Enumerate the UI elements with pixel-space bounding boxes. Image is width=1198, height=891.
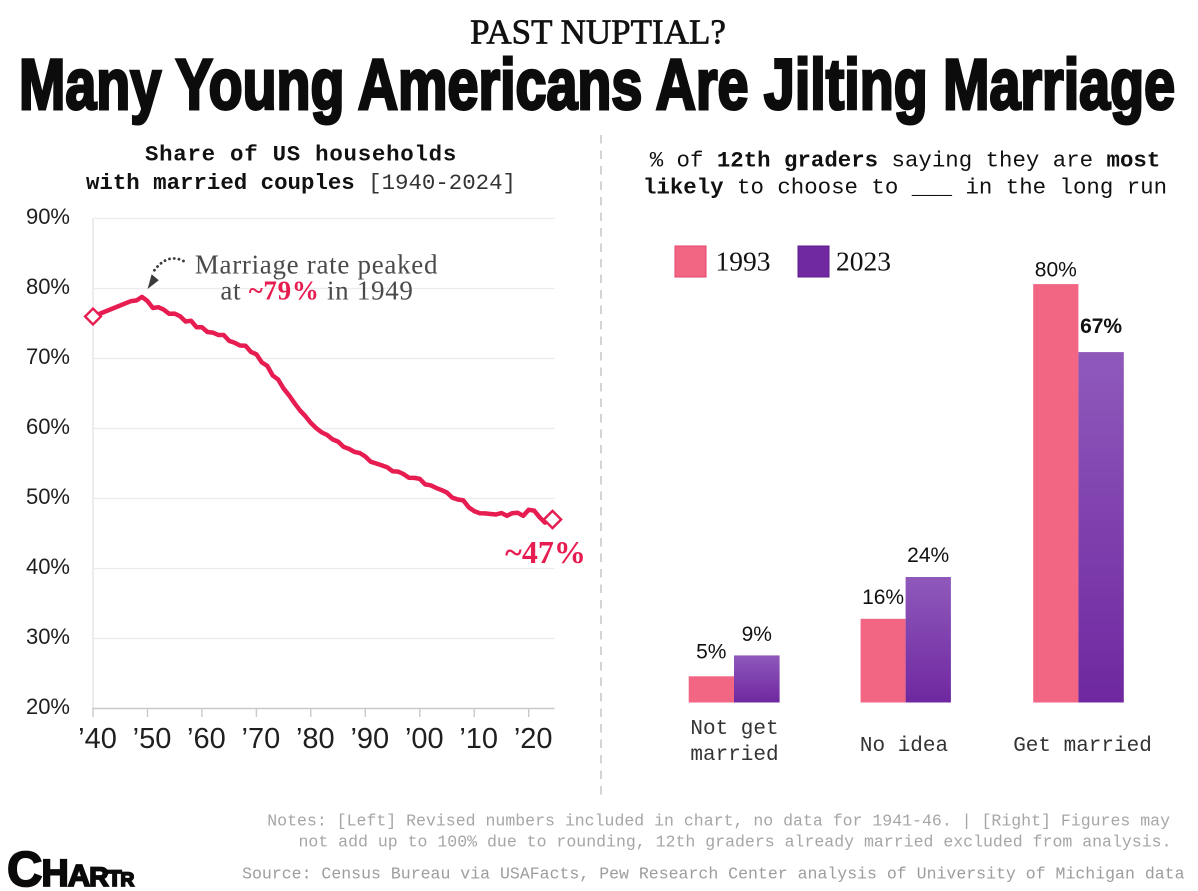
svg-text:CHARTR: CHARTR (7, 843, 134, 891)
svg-text:Not get: Not get (690, 718, 778, 741)
svg-text:Source: Census Bureau via USAF: Source: Census Bureau via USAFacts, Pew … (242, 865, 1185, 884)
svg-text:80%: 80% (26, 274, 70, 299)
svg-text:24%: 24% (907, 544, 949, 567)
svg-text:’90: ’90 (350, 723, 389, 755)
svg-text:67%: 67% (1080, 315, 1122, 338)
svg-text:Get married: Get married (1013, 735, 1152, 758)
svg-text:Marriage rate peaked: Marriage rate peaked (195, 250, 438, 280)
svg-text:’70: ’70 (242, 723, 281, 755)
svg-text:2023: 2023 (836, 246, 891, 277)
svg-text:not add up to 100% due to roun: not add up to 100% due to rounding, 12th… (299, 833, 1172, 852)
svg-text:’00: ’00 (405, 723, 444, 755)
svg-text:80%: 80% (1035, 258, 1077, 281)
svg-text:’80: ’80 (296, 723, 335, 755)
svg-text:likely to choose to ___ in the: likely to choose to ___ in the long run (643, 175, 1167, 201)
svg-text:’20: ’20 (514, 723, 553, 755)
svg-text:40%: 40% (26, 554, 70, 579)
svg-text:5%: 5% (696, 640, 726, 663)
svg-text:% of 12th graders saying they: % of 12th graders saying they are most (650, 148, 1161, 174)
svg-text:16%: 16% (862, 586, 904, 609)
svg-text:60%: 60% (26, 414, 70, 439)
svg-text:~47%: ~47% (505, 534, 586, 570)
svg-text:’50: ’50 (133, 723, 172, 755)
svg-text:20%: 20% (26, 694, 70, 719)
svg-text:Many Young Americans Are Jilti: Many Young Americans Are Jilting Marriag… (19, 46, 1175, 125)
svg-text:9%: 9% (742, 623, 772, 646)
svg-text:Share of US households: Share of US households (145, 142, 457, 168)
svg-text:No idea: No idea (860, 735, 948, 758)
svg-text:with married couples [1940-202: with married couples [1940-2024] (86, 170, 516, 196)
svg-text:married: married (690, 744, 778, 767)
svg-text:70%: 70% (26, 344, 70, 369)
svg-text:1993: 1993 (716, 246, 771, 277)
svg-text:30%: 30% (26, 624, 70, 649)
svg-text:PAST NUPTIAL?: PAST NUPTIAL? (470, 13, 726, 52)
svg-text:90%: 90% (26, 204, 70, 229)
svg-text:’40: ’40 (78, 723, 117, 755)
svg-text:’10: ’10 (459, 723, 498, 755)
svg-text:at ~79% in 1949: at ~79% in 1949 (220, 276, 413, 306)
svg-text:’60: ’60 (187, 723, 226, 755)
svg-text:50%: 50% (26, 484, 70, 509)
svg-text:Notes: [Left] Revised numbers: Notes: [Left] Revised numbers included i… (267, 812, 1170, 831)
